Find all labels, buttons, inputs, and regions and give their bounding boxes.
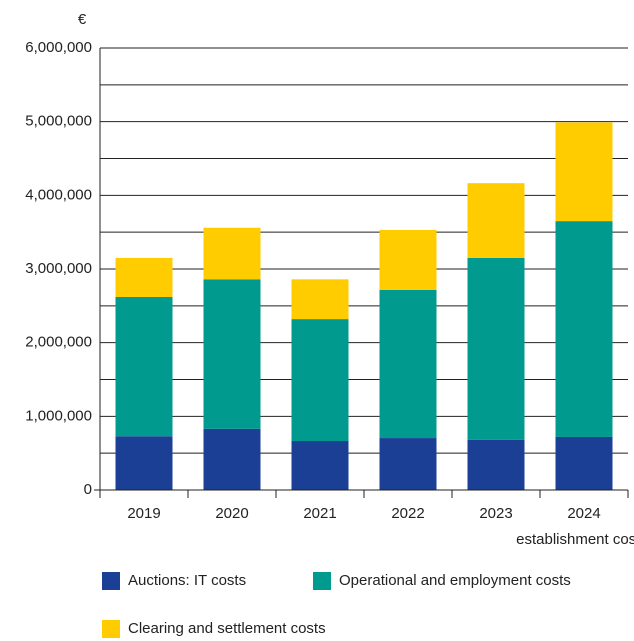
x-tick-label: 2024 <box>567 505 600 522</box>
x-tick-label: 2021 <box>303 505 336 522</box>
bar-segment <box>291 279 349 320</box>
bar-segment <box>467 439 525 490</box>
bar-segment <box>203 227 261 280</box>
bar-segment <box>555 221 613 437</box>
y-tick-label: 0 <box>84 481 92 498</box>
bar-segment <box>203 279 261 429</box>
bar-segment <box>291 319 349 442</box>
bar-segment <box>555 436 613 490</box>
y-axis-label: € <box>78 11 87 28</box>
y-tick-label: 2,000,000 <box>25 334 92 351</box>
y-tick-label: 3,000,000 <box>25 260 92 277</box>
legend-swatch <box>313 572 331 590</box>
y-tick-label: 4,000,000 <box>25 186 92 203</box>
y-tick-label: 1,000,000 <box>25 407 92 424</box>
bar-segment <box>115 436 173 490</box>
bar-segment <box>203 428 261 490</box>
legend-swatch <box>102 620 120 638</box>
y-tick-label: 5,000,000 <box>25 113 92 130</box>
x-tick-label: 2020 <box>215 505 248 522</box>
y-tick-label: 6,000,000 <box>25 39 92 56</box>
legend-label: Clearing and settlement costs <box>128 620 326 637</box>
bar-segment <box>379 229 437 290</box>
bar-segment <box>467 257 525 440</box>
bar-segment <box>291 441 349 490</box>
bar-segment <box>115 257 173 297</box>
x-tick-label: 2023 <box>479 505 512 522</box>
legend-label: Auctions: IT costs <box>128 572 246 589</box>
bar-segment <box>555 122 613 222</box>
bar-segment <box>379 438 437 490</box>
bar-segment <box>115 296 173 437</box>
bar-segment <box>379 289 437 439</box>
annotation: establishment costs <box>516 531 634 548</box>
legend-label: Operational and employment costs <box>339 572 571 589</box>
bar-segment <box>467 183 525 258</box>
x-tick-label: 2022 <box>391 505 424 522</box>
x-tick-label: 2019 <box>127 505 160 522</box>
legend-swatch <box>102 572 120 590</box>
